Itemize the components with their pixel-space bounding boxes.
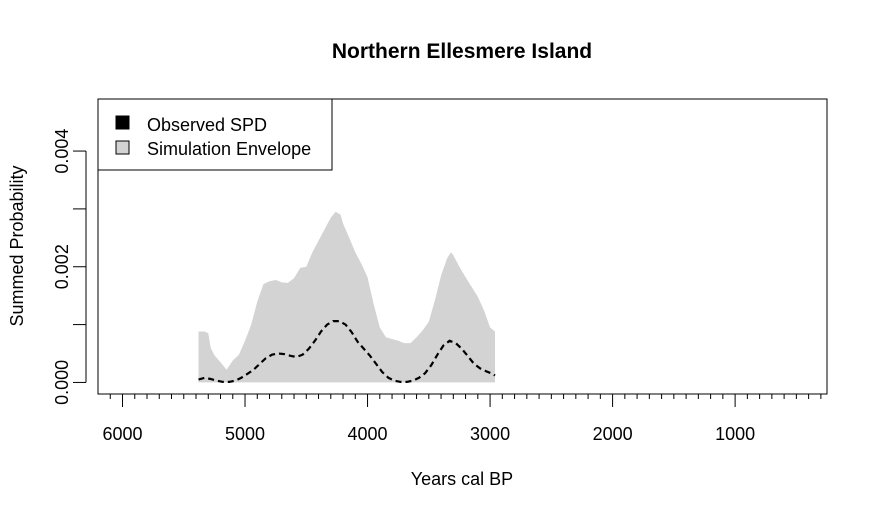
x-tick-label: 6000 bbox=[102, 424, 142, 444]
x-axis: 6000 5000 4000 3000 2000 1000 bbox=[102, 393, 822, 444]
y-axis-label: Summed Probability bbox=[7, 165, 27, 326]
x-axis-label: Years cal BP bbox=[411, 469, 513, 489]
legend: Observed SPD Simulation Envelope bbox=[97, 98, 333, 171]
y-axis: 0.000 0.002 0.004 bbox=[52, 129, 87, 405]
x-tick-label: 3000 bbox=[470, 424, 510, 444]
legend-label-simulation-envelope: Simulation Envelope bbox=[147, 139, 311, 159]
y-tick-label: 0.002 bbox=[52, 244, 72, 289]
y-tick-label: 0.000 bbox=[52, 360, 72, 405]
x-tick-label: 1000 bbox=[715, 424, 755, 444]
legend-box bbox=[97, 98, 333, 171]
x-tick-label: 2000 bbox=[593, 424, 633, 444]
y-tick-label: 0.004 bbox=[52, 129, 72, 174]
x-tick-label: 4000 bbox=[348, 424, 388, 444]
plot-area bbox=[198, 211, 496, 383]
legend-swatch-simulation-envelope bbox=[115, 140, 130, 155]
legend-label-observed-spd: Observed SPD bbox=[147, 115, 267, 135]
simulation-envelope-area bbox=[198, 211, 495, 383]
chart-title: Northern Ellesmere Island bbox=[332, 40, 592, 63]
x-tick-label: 5000 bbox=[225, 424, 265, 444]
legend-swatch-observed-spd bbox=[115, 115, 130, 130]
observed-spd-line bbox=[198, 320, 496, 383]
